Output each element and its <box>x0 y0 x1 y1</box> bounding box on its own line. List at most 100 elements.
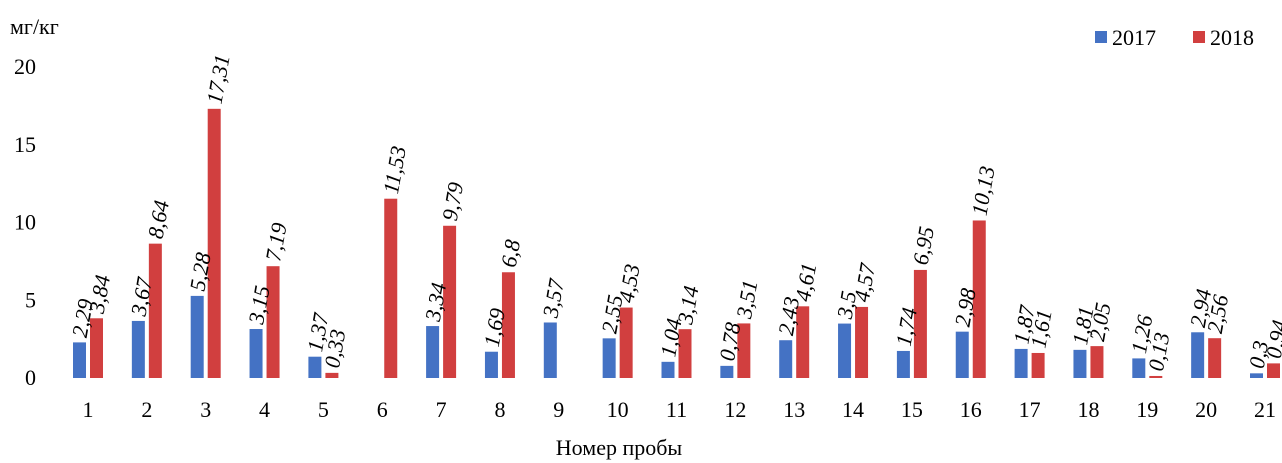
data-label-2018-18: 2,05 <box>1084 301 1115 343</box>
data-label-2017-9: 3,57 <box>537 276 569 320</box>
legend-label-2017: 2017 <box>1112 25 1156 50</box>
data-label-2018-15: 6,95 <box>908 225 939 267</box>
x-axis-title: Номер пробы <box>556 435 683 460</box>
data-label-2018-19: 0,13 <box>1143 331 1174 373</box>
y-tick-label: 20 <box>14 54 36 79</box>
bar-2017-2 <box>131 320 145 378</box>
bar-2018-16 <box>972 220 986 378</box>
bar-2017-15 <box>896 350 910 378</box>
legend-label-2018: 2018 <box>1210 25 1254 50</box>
legend-swatch-2018 <box>1193 31 1205 43</box>
bar-2018-15 <box>913 269 927 378</box>
bar-2018-6 <box>384 198 398 378</box>
data-label-2018-14: 4,57 <box>849 261 880 304</box>
bar-2017-9 <box>543 322 557 378</box>
bar-2018-12 <box>737 323 751 378</box>
bar-2018-18 <box>1090 346 1104 378</box>
y-axis-unit-label: мг/кг <box>10 14 59 39</box>
bar-2018-20 <box>1208 338 1222 378</box>
data-label-2018-16: 10,13 <box>967 164 1000 217</box>
data-label-2018-21: 0,94 <box>1261 318 1282 360</box>
bar-2018-21 <box>1267 363 1280 378</box>
data-label-2018-4: 7,19 <box>260 221 291 263</box>
bar-2018-7 <box>443 225 457 378</box>
x-tick-label: 12 <box>724 397 746 422</box>
data-label-2018-8: 6,8 <box>496 238 525 269</box>
y-tick-label: 5 <box>25 287 36 312</box>
x-tick-label: 1 <box>83 397 94 422</box>
x-tick-label: 4 <box>259 397 270 422</box>
bar-2018-5 <box>325 372 339 378</box>
bar-2017-19 <box>1132 358 1146 378</box>
x-tick-label: 18 <box>1077 397 1099 422</box>
x-tick-label: 9 <box>553 397 564 422</box>
bar-2018-10 <box>619 307 633 378</box>
bars <box>73 108 1280 378</box>
x-tick-label: 15 <box>901 397 923 422</box>
y-tick-label: 15 <box>14 132 36 157</box>
x-tick-label: 21 <box>1254 397 1276 422</box>
bar-2018-1 <box>90 318 103 378</box>
bar-2017-4 <box>249 329 263 378</box>
bar-2018-4 <box>266 266 280 378</box>
y-tick-label: 0 <box>25 365 36 390</box>
legend-swatch-2017 <box>1095 31 1107 43</box>
data-label-2018-6: 11,53 <box>378 144 411 195</box>
data-label-2018-12: 3,51 <box>731 278 762 321</box>
bar-2018-14 <box>855 306 869 378</box>
x-tick-label: 14 <box>842 397 864 422</box>
data-label-2018-5: 0,33 <box>319 327 350 369</box>
data-label-2017-21: 0,3 <box>1244 339 1273 370</box>
bar-2017-11 <box>661 361 675 378</box>
bar-2017-21 <box>1250 373 1263 378</box>
data-label-2018-10: 4,53 <box>613 262 644 304</box>
bar-2017-3 <box>190 295 204 378</box>
x-tick-label: 11 <box>666 397 687 422</box>
data-label-2018-17: 1,61 <box>1025 308 1056 350</box>
bar-2017-8 <box>484 351 498 378</box>
bar-2017-5 <box>308 356 322 378</box>
bar-2017-18 <box>1073 349 1087 378</box>
data-label-2018-3: 17,31 <box>202 53 235 106</box>
bar-2017-13 <box>779 340 793 378</box>
bar-2018-3 <box>207 108 221 378</box>
y-tick-label: 10 <box>14 210 36 235</box>
x-tick-label: 6 <box>377 397 388 422</box>
x-tick-label: 17 <box>1019 397 1041 422</box>
x-tick-label: 5 <box>318 397 329 422</box>
x-tick-label: 16 <box>960 397 982 422</box>
bar-2018-2 <box>148 243 162 378</box>
bar-2017-16 <box>955 331 969 378</box>
data-label-2018-13: 4,61 <box>790 261 821 303</box>
x-tick-label: 7 <box>436 397 447 422</box>
data-label-2018-1: 3,84 <box>84 273 115 316</box>
bar-2018-17 <box>1031 352 1045 378</box>
bar-2017-7 <box>426 326 440 378</box>
x-tick-label: 13 <box>783 397 805 422</box>
data-label-2018-7: 9,79 <box>437 180 468 222</box>
bar-2017-14 <box>838 323 852 378</box>
bar-2017-20 <box>1191 332 1205 378</box>
x-tick-label: 3 <box>200 397 211 422</box>
data-label-2018-20: 2,56 <box>1202 293 1233 335</box>
x-tick-label: 19 <box>1136 397 1158 422</box>
bar-2017-12 <box>720 365 734 378</box>
y-axis-ticks: 0 5 10 15 20 <box>14 54 36 390</box>
data-labels: 2,293,84 3,678,645,2817,313,157,191,370,3… <box>67 53 1282 373</box>
data-label-2017-14: 3,5 <box>832 289 862 321</box>
legend: 2017 2018 <box>1095 25 1254 50</box>
bar-2017-10 <box>602 338 616 378</box>
bar-2017-17 <box>1014 348 1028 378</box>
x-axis-ticks: 1 2 3 4 5 6 7 8 9 10 11 12 13 14 15 16 17 18 19 20 21 <box>83 397 1277 422</box>
x-tick-label: 10 <box>607 397 629 422</box>
data-label-2018-11: 3,14 <box>672 284 703 327</box>
bar-2018-13 <box>796 306 810 378</box>
x-tick-label: 8 <box>494 397 505 422</box>
bar-2018-8 <box>501 272 515 378</box>
bar-2018-11 <box>678 329 692 378</box>
x-tick-label: 20 <box>1195 397 1217 422</box>
x-tick-label: 2 <box>141 397 152 422</box>
data-label-2018-2: 8,64 <box>143 198 174 240</box>
bar-2017-1 <box>73 342 86 378</box>
